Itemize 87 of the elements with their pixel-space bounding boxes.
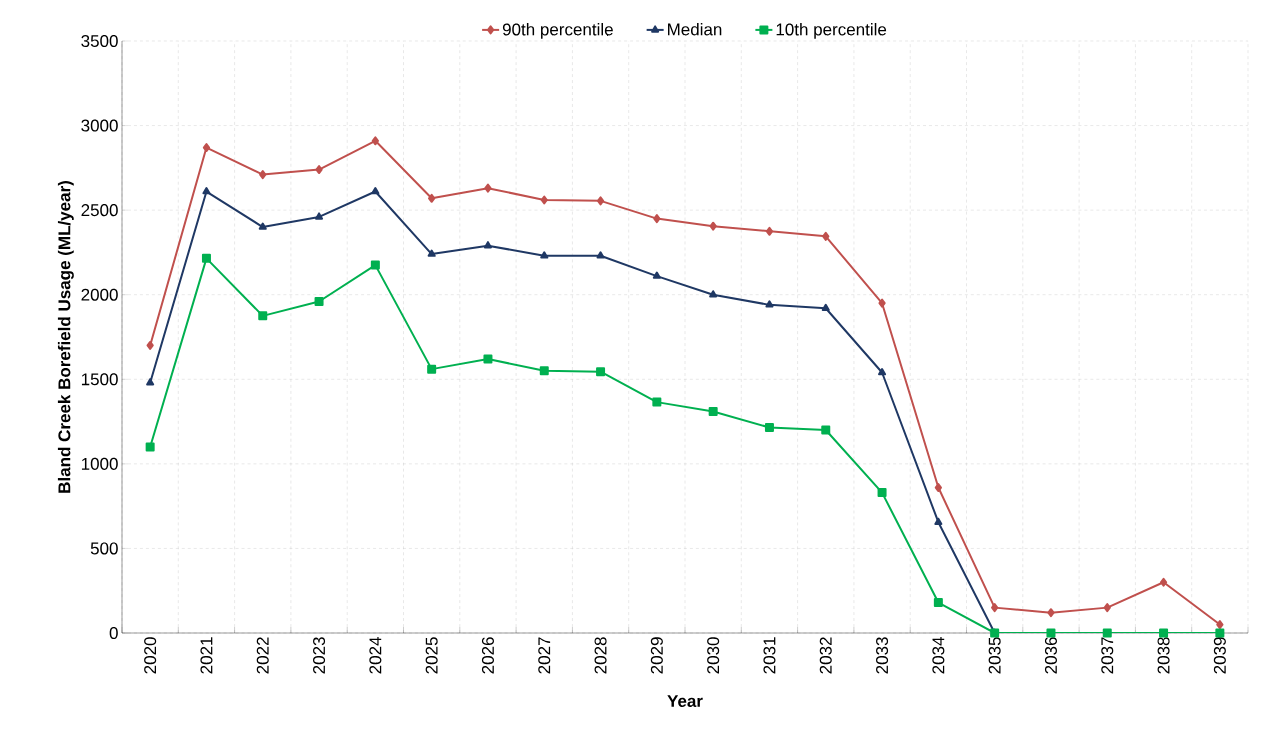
point: [596, 367, 606, 377]
point: [822, 231, 830, 241]
x-tick-label: 2032: [819, 637, 832, 674]
point: [1103, 603, 1111, 613]
point: [145, 442, 155, 452]
y-tick-label: 3500: [81, 34, 118, 48]
point: [1215, 628, 1225, 638]
x-tick-label: 2030: [707, 637, 720, 674]
x-tick-label: 2029: [650, 637, 663, 674]
point: [258, 222, 267, 230]
point: [427, 364, 437, 374]
x-tick-label: 2037: [1101, 637, 1114, 674]
point: [821, 303, 830, 311]
x-tick-label: 2035: [988, 637, 1001, 674]
legend-label: 10th percentile: [776, 23, 887, 39]
y-tick-label: 2500: [81, 204, 118, 217]
x-tick-label: 2022: [256, 637, 269, 674]
point: [1159, 628, 1169, 638]
point: [933, 598, 943, 608]
point: [202, 187, 211, 195]
point: [146, 340, 154, 350]
point: [202, 143, 211, 153]
point: [539, 366, 549, 376]
point: [259, 170, 267, 180]
x-tick-label: 2023: [313, 637, 326, 674]
point: [708, 406, 718, 416]
legend-label: Median: [668, 23, 722, 36]
point: [370, 260, 380, 270]
point: [314, 296, 324, 306]
point: [427, 249, 436, 257]
x-tick-label: 2025: [425, 637, 438, 674]
point: [483, 354, 493, 364]
x-tick-label: 2031: [763, 637, 776, 674]
x-tick-label: 2027: [538, 637, 551, 674]
point: [428, 193, 436, 203]
point: [765, 300, 774, 308]
x-tick-label: 2020: [144, 637, 157, 674]
legend-label: 90th percentile: [502, 23, 613, 39]
x-tick-label: 2036: [1044, 637, 1057, 674]
point: [596, 196, 605, 206]
point: [878, 368, 887, 376]
point: [653, 214, 661, 224]
point: [878, 298, 886, 308]
y-tick-label: 3000: [81, 119, 118, 132]
point: [1102, 628, 1112, 638]
y-tick-label: 1000: [81, 457, 118, 470]
x-tick-label: 2039: [1213, 637, 1226, 674]
point: [1046, 628, 1056, 638]
point: [540, 251, 549, 259]
point: [1047, 608, 1055, 618]
point: [258, 311, 268, 321]
point: [877, 488, 887, 498]
x-tick-label: 2026: [481, 637, 494, 674]
point: [483, 241, 492, 249]
point: [371, 187, 380, 195]
point: [315, 212, 324, 220]
x-tick-label: 2033: [876, 637, 889, 674]
point: [371, 136, 379, 146]
x-tick-label: 2024: [369, 637, 382, 674]
x-axis-title: Year: [667, 695, 703, 708]
point: [709, 290, 718, 298]
y-tick-label: 0: [109, 626, 118, 640]
x-tick-label: 2021: [200, 637, 213, 674]
point: [765, 226, 774, 236]
point: [146, 378, 155, 386]
y-tick-label: 500: [90, 542, 118, 555]
point: [484, 183, 492, 193]
x-tick-label: 2034: [932, 637, 945, 674]
point: [764, 422, 774, 432]
x-tick-label: 2038: [1157, 637, 1170, 674]
point: [934, 517, 943, 525]
point: [1216, 620, 1224, 630]
point: [709, 221, 717, 231]
y-tick-label: 1500: [81, 373, 118, 386]
y-tick-label: 2000: [81, 288, 118, 301]
y-axis-title: Bland Creek Borefield Usage (ML/year): [57, 181, 74, 493]
point: [540, 195, 548, 205]
point: [596, 251, 605, 259]
point: [1159, 577, 1168, 587]
point: [315, 165, 323, 175]
point: [201, 253, 211, 263]
point: [991, 603, 999, 613]
x-tick-label: 2028: [594, 637, 607, 674]
point: [652, 397, 662, 407]
point: [652, 271, 661, 279]
point: [934, 483, 942, 493]
point: [821, 425, 831, 435]
